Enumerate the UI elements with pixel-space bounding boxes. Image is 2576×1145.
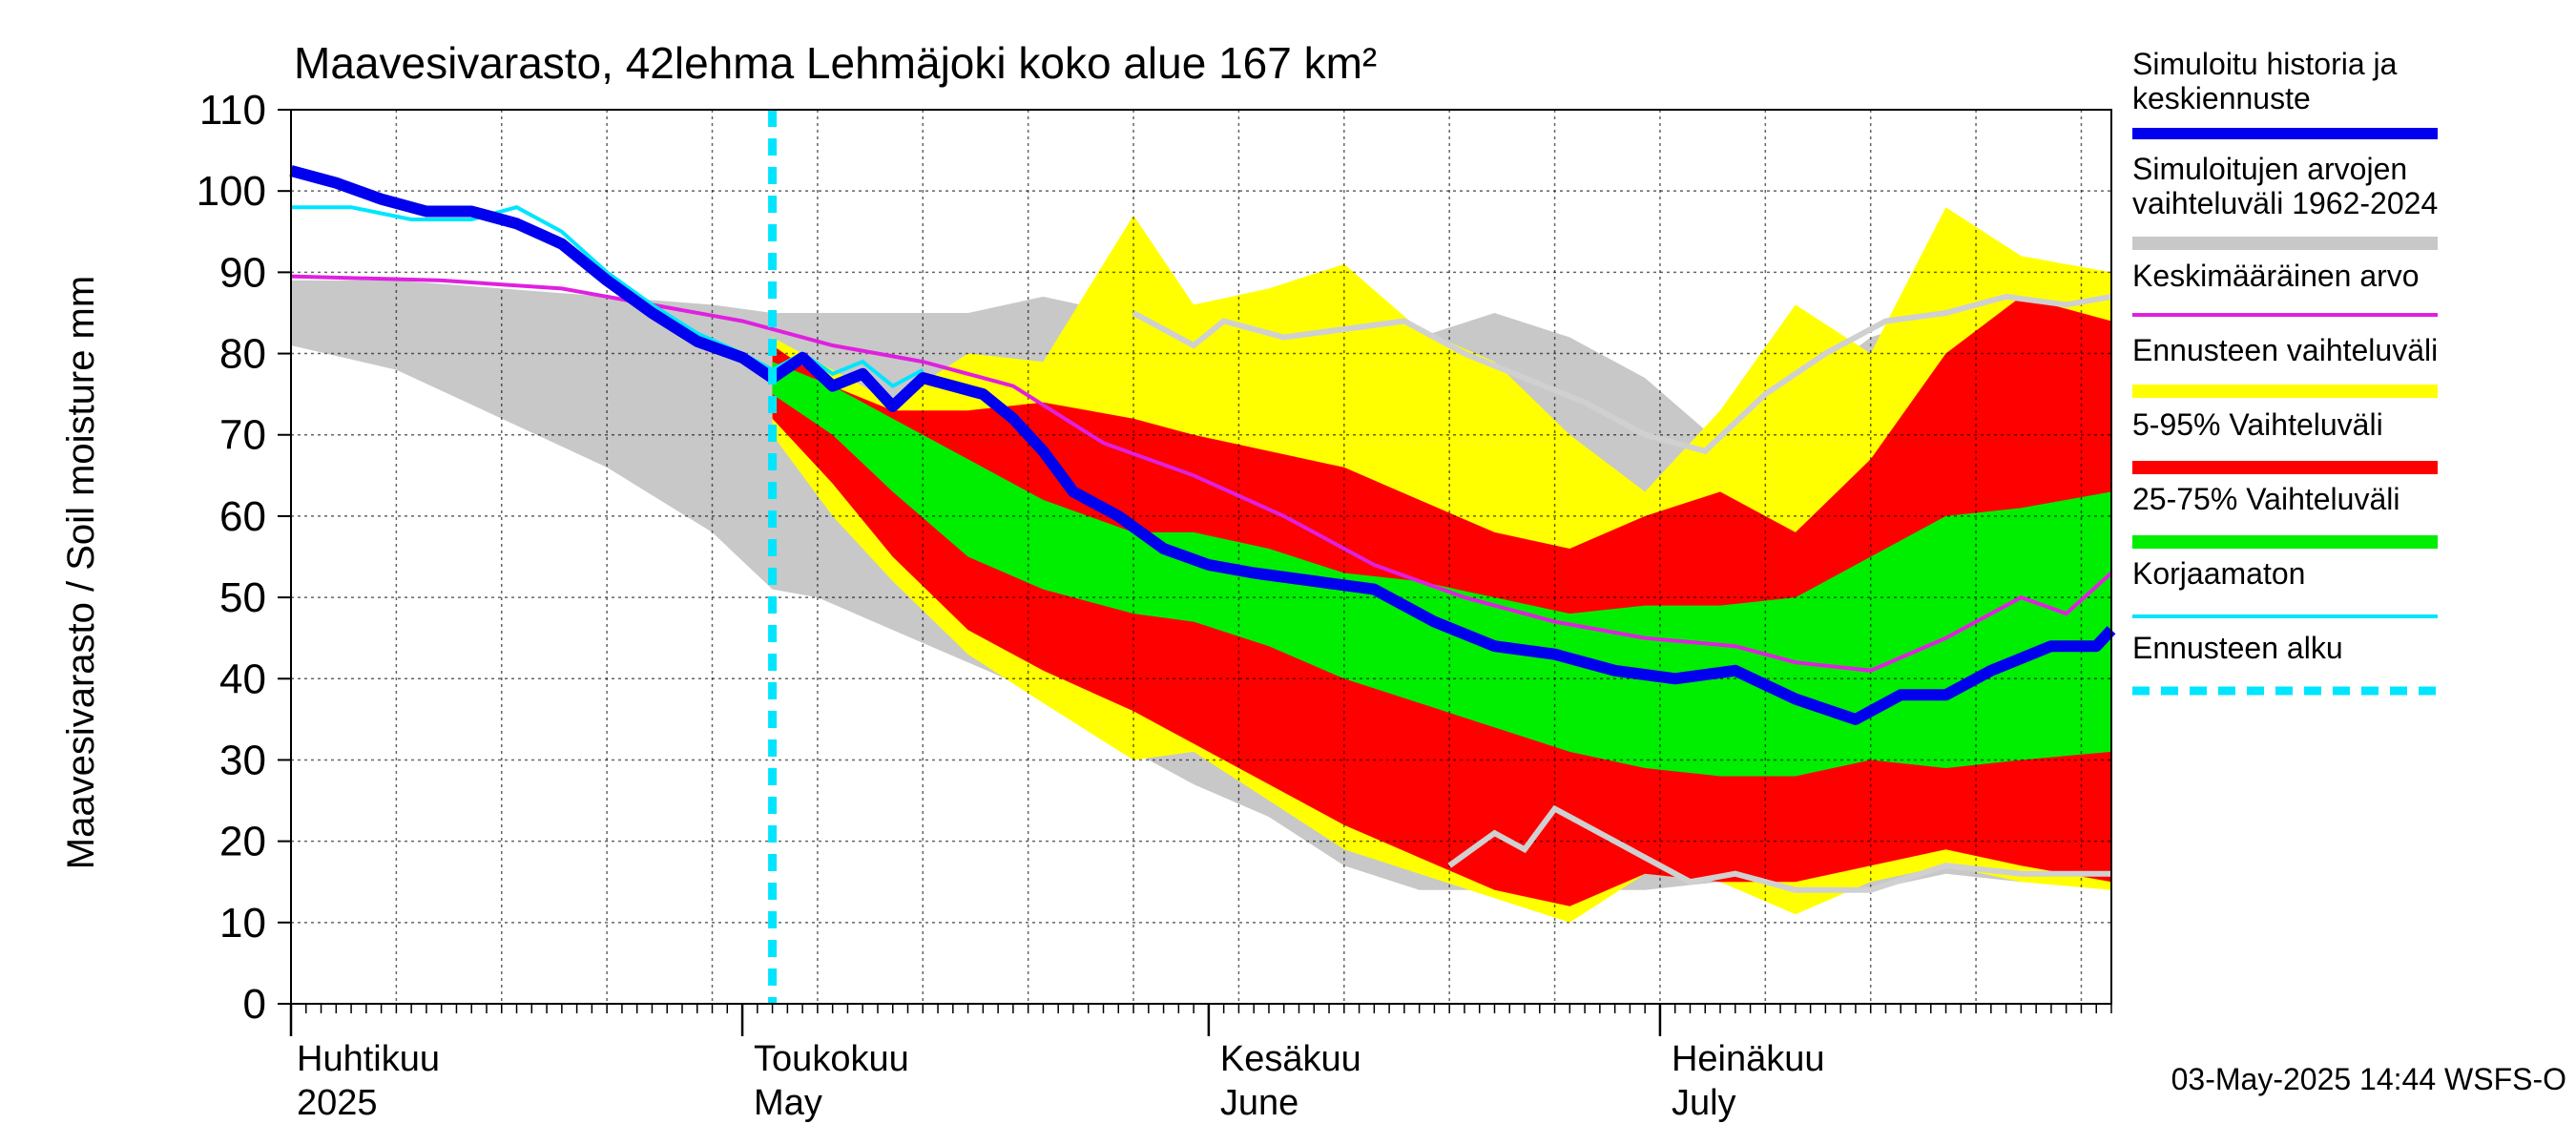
plot-frame: [290, 109, 2112, 1005]
y-tick-label: 100: [197, 168, 266, 215]
y-tick-label: 40: [219, 656, 266, 702]
x-month-label: Huhtikuu: [297, 1039, 440, 1079]
x-month-label: Toukokuu: [754, 1039, 909, 1079]
x-month-label: Kesäkuu: [1220, 1039, 1361, 1079]
y-tick-label: 90: [219, 249, 266, 296]
y-tick-label: 30: [219, 737, 266, 783]
lines-layer: [289, 110, 2116, 1004]
y-tick-label: 10: [219, 900, 266, 947]
x-month-label: Heinäkuu: [1672, 1039, 1825, 1079]
y-tick-label: 70: [219, 412, 266, 459]
y-tick-label: 110: [199, 87, 266, 134]
legend-label: vaihteluväli 1962-2024: [2132, 186, 2438, 220]
legend-label: Keskimääräinen arvo: [2132, 259, 2420, 293]
legend-label: Ennusteen vaihteluväli: [2132, 333, 2438, 367]
x-month-sublabel: July: [1672, 1083, 1736, 1123]
legend-label: Korjaamaton: [2132, 556, 2305, 591]
legend-label: 25-75% Vaihteluväli: [2132, 482, 2399, 516]
y-tick-label: 0: [243, 981, 266, 1028]
legend-label: Ennusteen alku: [2132, 631, 2343, 665]
chart-title: Maavesivarasto, 42lehma Lehmäjoki koko a…: [294, 38, 1377, 88]
footer-timestamp: 03-May-2025 14:44 WSFS-O: [2171, 1062, 2566, 1096]
x-month-sublabel: May: [754, 1083, 822, 1123]
uncorrected-line: [291, 205, 924, 388]
legend-label: keskiennuste: [2132, 81, 2311, 115]
x-month-sublabel: 2025: [297, 1083, 378, 1123]
history-max-line: [1132, 293, 2112, 455]
simulated-history-line: [289, 165, 2116, 725]
mean-value-line: [290, 274, 2113, 673]
y-tick-label: 50: [219, 574, 266, 621]
legend-label: Simuloitu historia ja: [2132, 47, 2398, 81]
y-axis-label: Maavesivarasto / Soil moisture mm: [60, 276, 102, 869]
p25-75-band: [772, 362, 2111, 777]
y-tick-label: 20: [219, 819, 266, 865]
y-tick-label: 60: [219, 493, 266, 540]
history-min-line: [1447, 804, 2111, 893]
x-month-sublabel: June: [1220, 1083, 1298, 1123]
legend-label: 5-95% Vaihteluväli: [2132, 407, 2383, 442]
y-tick-label: 80: [219, 331, 266, 378]
legend-label: Simuloitujen arvojen: [2132, 152, 2407, 186]
